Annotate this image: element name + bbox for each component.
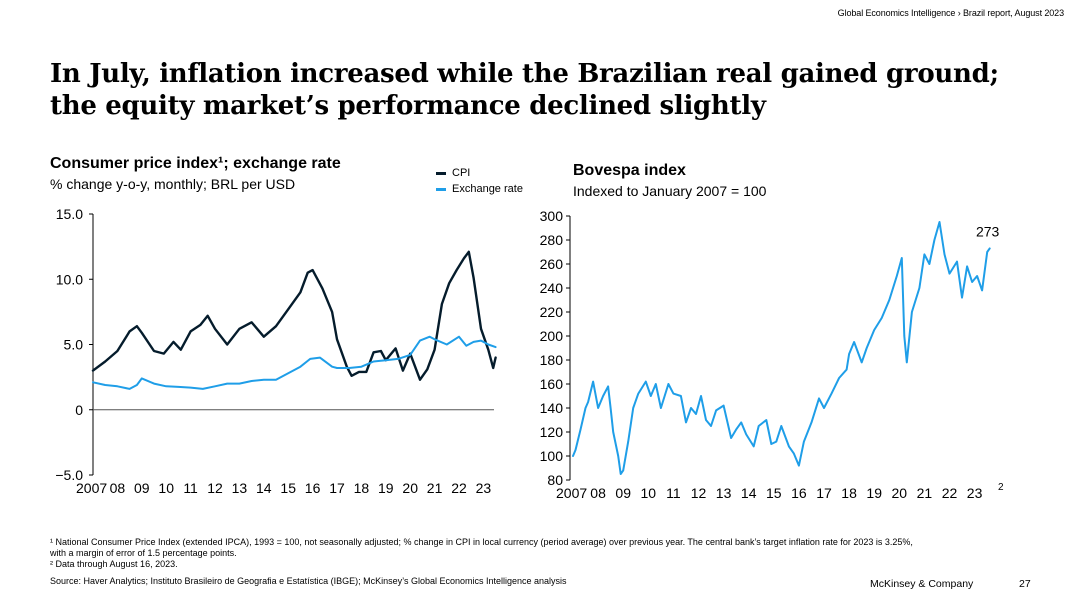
footnote-1-line-1: ¹ National Consumer Price Index (extende… xyxy=(50,537,913,547)
bovespa-x-tick-label: 17 xyxy=(816,485,832,501)
cpi-y-tick-label: 0 xyxy=(75,402,83,418)
bovespa-chart-subtitle: Indexed to January 2007 = 100 xyxy=(573,183,767,199)
page-title: In July, inflation increased while the B… xyxy=(50,58,1050,122)
legend-label-exchange-rate: Exchange rate xyxy=(452,183,523,195)
legend-label-cpi: CPI xyxy=(452,167,471,179)
bovespa-x-tick-label: 2007 xyxy=(556,485,587,501)
cpi-chart-title: Consumer price index¹; exchange rate xyxy=(50,155,341,172)
bovespa-y-tick-label: 140 xyxy=(540,400,564,416)
bovespa-x-tick-label: 22 xyxy=(942,485,958,501)
bovespa-y-tick-label: 180 xyxy=(540,352,564,368)
footnotes: ¹ National Consumer Price Index (extende… xyxy=(50,537,1040,570)
bovespa-y-tick-label: 120 xyxy=(540,424,564,440)
bovespa-x-tick-label: 13 xyxy=(716,485,732,501)
cpi-x-tick-label: 19 xyxy=(378,480,394,496)
bovespa-y-tick-label: 280 xyxy=(540,232,564,248)
cpi-series-exchange-rate-line xyxy=(92,335,497,390)
cpi-x-tick-label: 20 xyxy=(402,480,418,496)
cpi-x-tick-label: 21 xyxy=(427,480,443,496)
cpi-x-tick-label: 22 xyxy=(451,480,467,496)
bovespa-chart-title: Bovespa index xyxy=(573,162,686,179)
bovespa-x-tick-label: 20 xyxy=(892,485,908,501)
bovespa-y-tick-label: 80 xyxy=(547,472,563,488)
cpi-x-tick-label: 15 xyxy=(280,480,296,496)
cpi-x-tick-label: 17 xyxy=(329,480,345,496)
bovespa-x-tick-label: 18 xyxy=(841,485,857,501)
cpi-x-tick-label: 16 xyxy=(305,480,321,496)
bovespa-y-tick-label: 260 xyxy=(540,256,564,272)
brand-name: McKinsey & Company xyxy=(870,578,974,590)
bovespa-y-tick-label: 240 xyxy=(540,280,564,296)
bovespa-x-tick-label: 11 xyxy=(666,485,681,501)
bovespa-y-tick-label: 220 xyxy=(540,304,564,320)
cpi-y-tick-label: 5.0 xyxy=(64,337,84,353)
legend-swatch-cpi xyxy=(436,171,446,175)
bovespa-y-tick-label: 200 xyxy=(540,328,564,344)
bovespa-x-tick-label: 19 xyxy=(866,485,882,501)
source-note: Source: Haver Analytics; Instituto Brasi… xyxy=(50,576,567,586)
bovespa-y-tick-label: 100 xyxy=(540,448,564,464)
cpi-y-tick-label: −5.0 xyxy=(55,467,83,483)
bovespa-x-tick-label: 23 xyxy=(967,485,983,501)
page-number: 27 xyxy=(1019,578,1031,590)
cpi-series-cpi-line xyxy=(91,250,497,381)
cpi-chart-subtitle: % change y-o-y, monthly; BRL per USD xyxy=(50,176,296,192)
legend-item-cpi: CPI xyxy=(436,165,523,181)
bovespa-y-tick-label: 160 xyxy=(540,376,564,392)
footnote-1-line-2: with a margin of error of 1.5 percentage… xyxy=(50,548,237,558)
cpi-x-tick-label: 08 xyxy=(110,480,126,496)
report-label: Global Economics Intelligence › Brazil r… xyxy=(837,8,1064,18)
cpi-x-tick-label: 23 xyxy=(476,480,492,496)
bovespa-x-tick-label: 09 xyxy=(615,485,631,501)
bovespa-x-tick-label: 10 xyxy=(641,485,657,501)
legend-item-exchange-rate: Exchange rate xyxy=(436,181,523,197)
bovespa-end-value-label: 273 xyxy=(976,223,1000,239)
cpi-chart-legend: CPI Exchange rate xyxy=(436,165,523,197)
cpi-x-tick-label: 12 xyxy=(207,480,223,496)
bovespa-x-tick-label: 14 xyxy=(741,485,757,501)
cpi-x-tick-label: 18 xyxy=(354,480,370,496)
cpi-x-tick-label: 13 xyxy=(232,480,248,496)
cpi-x-tick-label: 10 xyxy=(158,480,174,496)
page-title-line-1: In July, inflation increased while the B… xyxy=(50,59,999,89)
bovespa-x-tick-label: 12 xyxy=(691,485,707,501)
footnote-2: ² Data through August 16, 2023. xyxy=(50,559,178,569)
cpi-x-tick-label: 11 xyxy=(183,480,198,496)
page-title-line-2: the equity market’s performance declined… xyxy=(50,91,766,121)
cpi-y-tick-label: 10.0 xyxy=(56,271,83,287)
cpi-y-tick-label: 15.0 xyxy=(56,206,83,222)
cpi-x-tick-label: 14 xyxy=(256,480,272,496)
bovespa-x-tick-label: 16 xyxy=(791,485,807,501)
cpi-x-tick-label: 2007 xyxy=(76,480,107,496)
bovespa-series-bovespa-index-line xyxy=(572,221,991,475)
bovespa-x-tick-label: 15 xyxy=(766,485,782,501)
bovespa-y-tick-label: 300 xyxy=(540,208,564,224)
legend-swatch-exchange-rate xyxy=(436,187,446,191)
bovespa-x-tick-label: 08 xyxy=(590,485,606,501)
bovespa-footnote-mark: 2 xyxy=(998,482,1004,493)
cpi-x-tick-label: 09 xyxy=(134,480,150,496)
bovespa-x-tick-label: 21 xyxy=(917,485,933,501)
